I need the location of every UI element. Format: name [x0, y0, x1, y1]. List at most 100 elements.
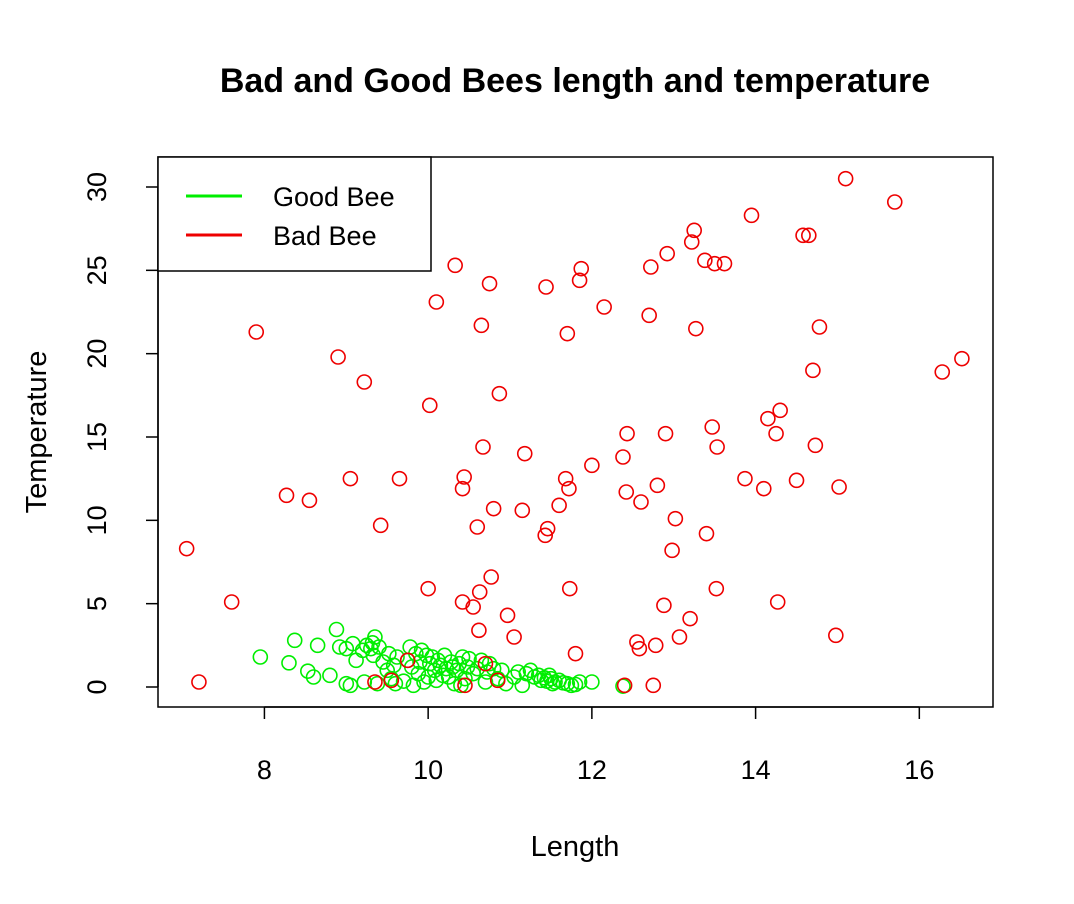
- x-axis: 8 10 12 14 16: [257, 706, 934, 785]
- legend-label-bad-bee: Bad Bee: [273, 221, 377, 251]
- data-point-bad-bee: [447, 257, 463, 274]
- data-point-good-bee: [300, 663, 316, 679]
- data-point-bad-bee: [788, 472, 805, 489]
- x-tick-label: 16: [904, 755, 934, 785]
- data-point-bad-bee: [616, 677, 633, 694]
- data-point-bad-bee: [301, 492, 318, 509]
- data-point-bad-bee: [886, 194, 903, 210]
- data-point-good-bee: [389, 649, 405, 665]
- data-point-good-bee: [309, 637, 326, 654]
- y-tick-label: 15: [82, 422, 112, 452]
- data-point-bad-bee: [248, 324, 265, 340]
- data-point-bad-bee: [537, 527, 554, 544]
- data-point-bad-bee: [769, 594, 786, 610]
- data-point-good-bee: [395, 673, 412, 689]
- data-point-bad-bee: [706, 255, 723, 272]
- data-point-bad-bee: [667, 510, 684, 527]
- data-point-good-bee: [252, 649, 269, 665]
- data-point-bad-bee: [671, 629, 688, 645]
- data-point-bad-bee: [428, 294, 445, 310]
- y-tick-label: 5: [82, 596, 112, 611]
- data-point-bad-bee: [768, 425, 784, 442]
- data-point-bad-bee: [191, 674, 207, 690]
- data-point-bad-bee: [805, 362, 821, 379]
- data-point-good-bee: [322, 667, 338, 684]
- data-point-bad-bee: [477, 655, 494, 672]
- data-point-bad-bee: [645, 677, 662, 694]
- data-point-bad-bee: [454, 594, 471, 610]
- data-point-bad-bee: [656, 597, 672, 614]
- y-axis-label: Temperature: [21, 351, 53, 514]
- data-point-bad-bee: [330, 349, 346, 365]
- data-point-good-bee: [305, 669, 322, 685]
- data-point-bad-bee: [755, 480, 772, 497]
- data-point-bad-bee: [831, 479, 847, 495]
- data-point-bad-bee: [704, 419, 721, 435]
- data-point-bad-bee: [633, 494, 649, 510]
- x-tick-label: 14: [741, 755, 771, 785]
- data-point-bad-bee: [708, 580, 725, 597]
- legend-box: [157, 156, 432, 272]
- data-point-bad-bee: [954, 350, 970, 367]
- data-point-good-bee: [348, 652, 364, 669]
- data-point-bad-bee: [618, 484, 635, 500]
- x-tick-label: 12: [577, 755, 607, 785]
- data-point-bad-bee: [807, 437, 824, 454]
- data-point-good-bee: [584, 674, 600, 690]
- data-point-bad-bee: [697, 252, 713, 269]
- data-point-bad-bee: [485, 500, 502, 517]
- data-point-bad-bee: [278, 487, 295, 504]
- data-point-bad-bee: [631, 640, 648, 657]
- data-point-bad-bee: [828, 627, 844, 644]
- data-point-good-bee: [461, 650, 477, 667]
- data-point-bad-bee: [647, 637, 664, 654]
- data-point-bad-bee: [506, 629, 522, 645]
- data-point-bad-bee: [473, 317, 490, 334]
- data-point-bad-bee: [760, 410, 776, 427]
- x-axis-label: Length: [531, 831, 620, 863]
- data-point-good-bee: [286, 632, 303, 649]
- data-point-bad-bee: [454, 480, 471, 497]
- data-point-bad-bee: [491, 385, 508, 402]
- data-point-bad-bee: [716, 255, 733, 272]
- data-point-bad-bee: [475, 439, 491, 455]
- data-point-bad-bee: [596, 299, 612, 315]
- y-tick-label: 25: [82, 255, 112, 285]
- data-point-good-bee: [448, 662, 465, 679]
- data-point-good-bee: [385, 657, 402, 674]
- data-point-bad-bee: [551, 497, 567, 514]
- y-axis: 0 5 10 15 20 25 30: [82, 172, 159, 695]
- data-point-bad-bee: [471, 622, 487, 639]
- data-point-bad-bee: [795, 227, 811, 244]
- data-points: [178, 170, 970, 694]
- data-point-bad-bee: [367, 674, 383, 690]
- legend-label-good-bee: Good Bee: [273, 182, 395, 212]
- data-point-bad-bee: [342, 470, 359, 487]
- data-point-bad-bee: [934, 364, 951, 380]
- data-point-bad-bee: [561, 580, 578, 597]
- data-point-bad-bee: [657, 425, 674, 442]
- data-point-bad-bee: [559, 325, 576, 342]
- data-point-bad-bee: [457, 677, 473, 694]
- data-point-bad-bee: [539, 520, 556, 537]
- data-point-bad-bee: [356, 374, 373, 390]
- data-point-good-bee: [571, 674, 588, 690]
- data-point-bad-bee: [641, 307, 657, 324]
- data-point-bad-bee: [421, 397, 438, 414]
- data-point-bad-bee: [688, 320, 704, 337]
- data-point-bad-bee: [811, 319, 828, 335]
- data-point-bad-bee: [456, 469, 472, 485]
- data-point-good-bee: [457, 670, 473, 687]
- data-point-bad-bee: [420, 580, 436, 597]
- data-point-bad-bee: [499, 607, 516, 624]
- data-point-good-bee: [328, 621, 345, 638]
- data-point-bad-bee: [659, 245, 675, 262]
- x-tick-label: 8: [257, 755, 272, 785]
- data-point-bad-bee: [481, 275, 498, 292]
- data-point-good-bee: [410, 665, 427, 682]
- x-tick-label: 10: [413, 755, 443, 785]
- data-point-bad-bee: [698, 525, 715, 542]
- data-point-bad-bee: [664, 542, 680, 559]
- data-point-bad-bee: [743, 207, 760, 224]
